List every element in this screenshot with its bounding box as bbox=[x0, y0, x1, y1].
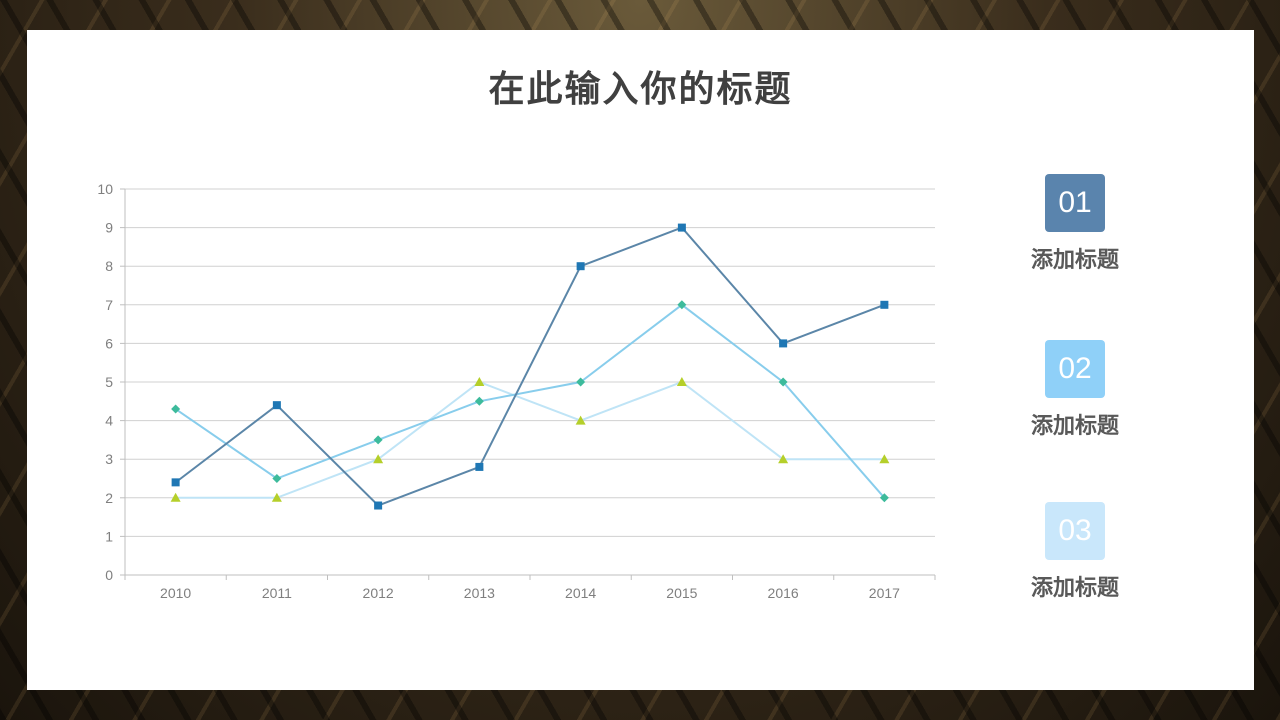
y-tick-label: 3 bbox=[105, 451, 113, 467]
series-1-point bbox=[171, 478, 180, 487]
x-tick-label: 2012 bbox=[363, 585, 394, 601]
line-chart: 0 1 2 3 4 5 6 7 8 9 10 2010 2011 2012 2013 2014 2015 2016… bbox=[97, 181, 936, 601]
series-1-point bbox=[576, 262, 585, 271]
y-tick-label: 2 bbox=[105, 490, 113, 506]
series-3-point bbox=[778, 454, 789, 464]
series-2-point bbox=[373, 435, 383, 445]
item-label-3: 添加标题 bbox=[1030, 576, 1119, 601]
item-label-2: 添加标题 bbox=[1030, 414, 1119, 439]
x-tick-label: 2016 bbox=[768, 585, 799, 601]
series-3-point bbox=[879, 454, 890, 464]
series-1-point bbox=[779, 339, 788, 348]
series-2-point bbox=[879, 493, 889, 503]
x-tick-label: 2017 bbox=[869, 585, 900, 601]
slide: 在此输入你的标题 0 1 2 3 4 5 6 7 8 9 10 2010 2011 2012 2013 201… bbox=[27, 30, 1254, 690]
x-tick-label: 2010 bbox=[160, 585, 191, 601]
y-tick-label: 4 bbox=[105, 413, 113, 429]
series-1-point bbox=[272, 401, 281, 410]
x-tick-label: 2011 bbox=[262, 585, 292, 601]
series-3-point bbox=[170, 492, 181, 502]
y-tick-label: 9 bbox=[105, 220, 113, 236]
series-2-point bbox=[576, 377, 586, 387]
item-label-1: 添加标题 bbox=[1030, 248, 1119, 273]
slide-title: 在此输入你的标题 bbox=[488, 69, 793, 110]
series-1-point bbox=[374, 501, 383, 510]
series-2-point bbox=[171, 404, 181, 414]
series-2-line bbox=[175, 303, 886, 499]
series-1-line bbox=[175, 226, 885, 507]
x-tick-label: 2014 bbox=[565, 585, 596, 601]
series-2-point bbox=[474, 396, 484, 406]
series-3-point bbox=[271, 492, 282, 502]
series-3-point bbox=[575, 415, 586, 425]
series-3-point bbox=[474, 377, 485, 386]
series-2-point bbox=[677, 300, 687, 310]
series-3-point bbox=[373, 454, 384, 464]
y-tick-label: 7 bbox=[105, 297, 113, 313]
series-2-point bbox=[778, 377, 788, 387]
y-tick-label: 5 bbox=[105, 374, 113, 390]
series-3-line bbox=[175, 380, 885, 499]
y-tick-label: 8 bbox=[105, 258, 113, 274]
y-tick-label: 10 bbox=[97, 181, 113, 197]
series-1-point bbox=[677, 223, 686, 232]
x-tick-label: 2013 bbox=[464, 585, 495, 601]
series-1-point bbox=[880, 300, 889, 309]
y-tick-label: 6 bbox=[105, 335, 113, 351]
item-number-badge-2: 02 bbox=[1045, 340, 1105, 398]
series-3-point bbox=[676, 377, 687, 386]
x-tick-label: 2015 bbox=[666, 585, 697, 601]
y-tick-label: 0 bbox=[105, 567, 113, 583]
y-tick-label: 1 bbox=[105, 528, 113, 544]
item-number-badge-1: 01 bbox=[1045, 174, 1105, 232]
series-2-point bbox=[272, 474, 282, 483]
series-1-point bbox=[475, 462, 484, 471]
item-number-badge-3: 03 bbox=[1045, 502, 1105, 560]
